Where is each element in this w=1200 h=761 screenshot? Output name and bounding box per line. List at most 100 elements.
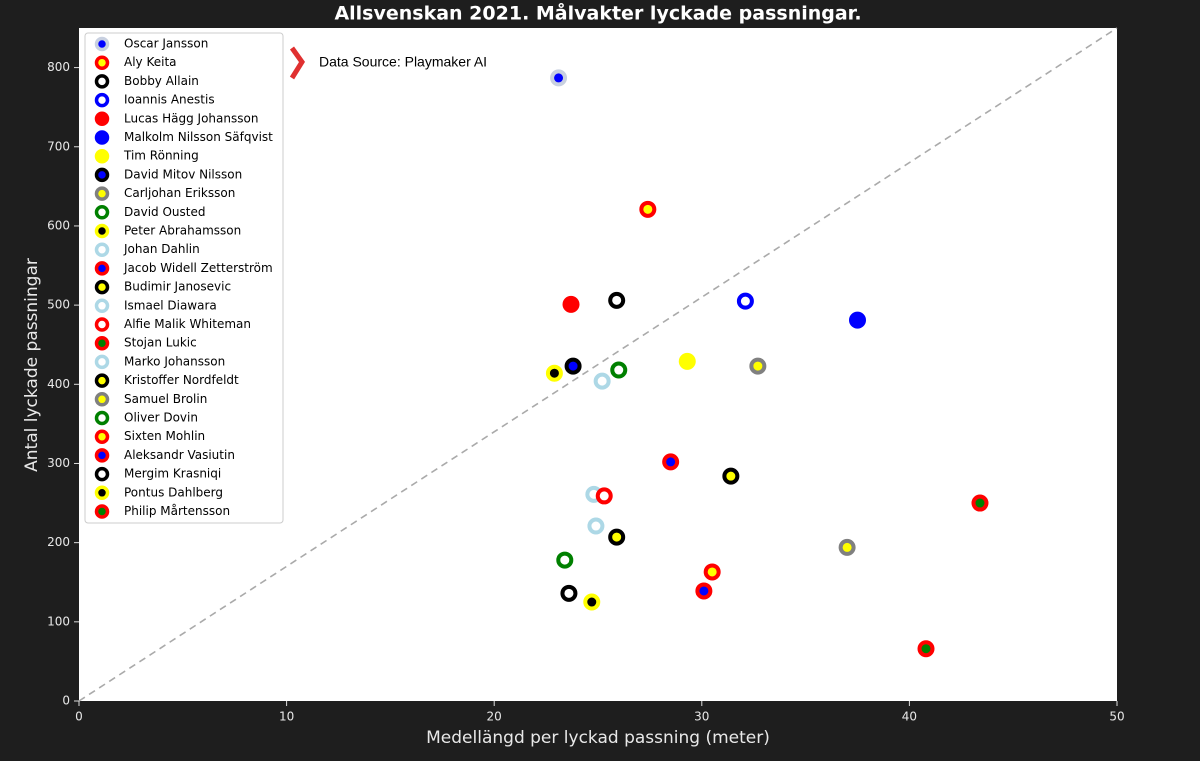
legend-marker bbox=[94, 148, 110, 164]
point bbox=[608, 291, 626, 309]
legend-marker bbox=[94, 448, 110, 463]
y-axis-label: Antal lyckade passningar bbox=[22, 258, 42, 472]
y-tick-label: 100 bbox=[47, 614, 70, 628]
legend-label: David Mitov Nilsson bbox=[124, 167, 242, 181]
legend-box bbox=[84, 32, 284, 524]
point bbox=[608, 528, 626, 546]
legend-label: Tim Rönning bbox=[123, 149, 199, 163]
x-tick-label: 40 bbox=[902, 710, 917, 724]
y-tick-label: 300 bbox=[47, 456, 70, 470]
x-tick-label: 50 bbox=[1109, 710, 1124, 724]
legend-marker bbox=[94, 186, 110, 201]
point bbox=[593, 372, 611, 390]
point bbox=[695, 582, 713, 600]
legend-label: Samuel Brolin bbox=[124, 392, 207, 406]
y-tick-label: 400 bbox=[47, 377, 70, 391]
x-tick-label: 20 bbox=[487, 710, 502, 724]
legend-label: Jacob Widell Zetterström bbox=[123, 261, 273, 275]
legend-marker bbox=[94, 74, 110, 89]
point bbox=[971, 494, 989, 512]
point bbox=[564, 357, 582, 375]
legend-marker bbox=[94, 167, 110, 183]
y-tick-label: 700 bbox=[47, 139, 70, 153]
y-tick-label: 0 bbox=[62, 694, 70, 708]
point bbox=[562, 295, 580, 313]
y-tick-label: 800 bbox=[47, 60, 70, 74]
point bbox=[583, 593, 601, 611]
legend-marker bbox=[94, 279, 110, 295]
legend-marker bbox=[94, 242, 110, 257]
legend-marker bbox=[94, 92, 110, 108]
legend-label: Pontus Dahlberg bbox=[124, 485, 223, 499]
legend-label: Oscar Jansson bbox=[124, 37, 208, 51]
legend-label: Lucas Hägg Johansson bbox=[124, 111, 258, 125]
legend-label: Kristoffer Nordfeldt bbox=[124, 373, 239, 387]
point bbox=[587, 517, 605, 535]
source-annotation: Data Source: Playmaker AI bbox=[319, 54, 487, 70]
legend-label: Oliver Dovin bbox=[124, 411, 198, 425]
legend-marker bbox=[94, 504, 110, 519]
y-tick-label: 600 bbox=[47, 218, 70, 232]
legend-label: Stojan Lukic bbox=[124, 336, 197, 350]
point bbox=[703, 563, 721, 581]
source-icon bbox=[289, 46, 306, 80]
legend-label: Aly Keita bbox=[124, 55, 177, 69]
x-tick-label: 0 bbox=[75, 710, 83, 724]
legend-label: Budimir Janosevic bbox=[124, 280, 231, 294]
legend-marker bbox=[94, 55, 110, 70]
legend-label: David Ousted bbox=[124, 205, 205, 219]
legend-label: Ioannis Anestis bbox=[124, 93, 215, 107]
legend-label: Malkolm Nilsson Säfqvist bbox=[124, 130, 273, 144]
legend-marker bbox=[94, 485, 110, 501]
legend-marker bbox=[94, 410, 110, 426]
point bbox=[595, 487, 613, 505]
legend-marker bbox=[94, 354, 110, 370]
point bbox=[550, 69, 568, 87]
legend-label: Sixten Mohlin bbox=[124, 429, 205, 443]
legend: Oscar Jansson Aly Keita Bobby Allain Ioanni… bbox=[94, 36, 273, 519]
legend-label: Carljohan Eriksson bbox=[124, 186, 235, 200]
legend-label: Peter Abrahamsson bbox=[124, 224, 241, 238]
chart-title: Allsvenskan 2021. Målvakter lyckade pass… bbox=[334, 1, 861, 25]
legend-label: Bobby Allain bbox=[124, 74, 199, 88]
legend-marker bbox=[94, 298, 110, 314]
point bbox=[678, 352, 696, 370]
x-tick-label: 10 bbox=[279, 710, 294, 724]
legend-label: Alfie Malik Whiteman bbox=[124, 317, 251, 331]
legend-label: Philip Mårtensson bbox=[124, 504, 230, 518]
point bbox=[736, 292, 754, 310]
y-tick-label: 500 bbox=[47, 298, 70, 312]
legend-label: Mergim Krasniqi bbox=[124, 467, 221, 481]
legend-marker bbox=[94, 205, 110, 220]
legend-marker bbox=[94, 261, 110, 276]
point bbox=[556, 551, 574, 569]
legend-marker bbox=[94, 36, 110, 52]
x-axis-label: Medellängd per lyckad passning (meter) bbox=[426, 728, 770, 748]
x-tick-label: 30 bbox=[694, 710, 709, 724]
legend-marker bbox=[94, 429, 110, 444]
diagonal-reference bbox=[78, 27, 1118, 702]
point bbox=[849, 311, 866, 329]
point bbox=[749, 357, 767, 375]
legend-marker bbox=[94, 373, 110, 388]
point bbox=[545, 364, 563, 382]
point bbox=[662, 453, 680, 471]
point bbox=[610, 361, 628, 379]
point bbox=[722, 467, 740, 485]
point bbox=[917, 640, 935, 658]
legend-label: Marko Johansson bbox=[124, 354, 225, 368]
legend-marker bbox=[94, 392, 110, 407]
legend-marker bbox=[94, 223, 110, 239]
legend-marker bbox=[94, 317, 110, 332]
legend-marker bbox=[94, 111, 110, 127]
point bbox=[560, 584, 578, 602]
point bbox=[639, 200, 657, 218]
legend-marker bbox=[94, 130, 110, 145]
point bbox=[838, 538, 856, 556]
legend-marker bbox=[94, 466, 110, 482]
y-tick-label: 200 bbox=[47, 535, 70, 549]
legend-label: Johan Dahlin bbox=[123, 242, 200, 256]
legend-marker bbox=[94, 335, 110, 351]
